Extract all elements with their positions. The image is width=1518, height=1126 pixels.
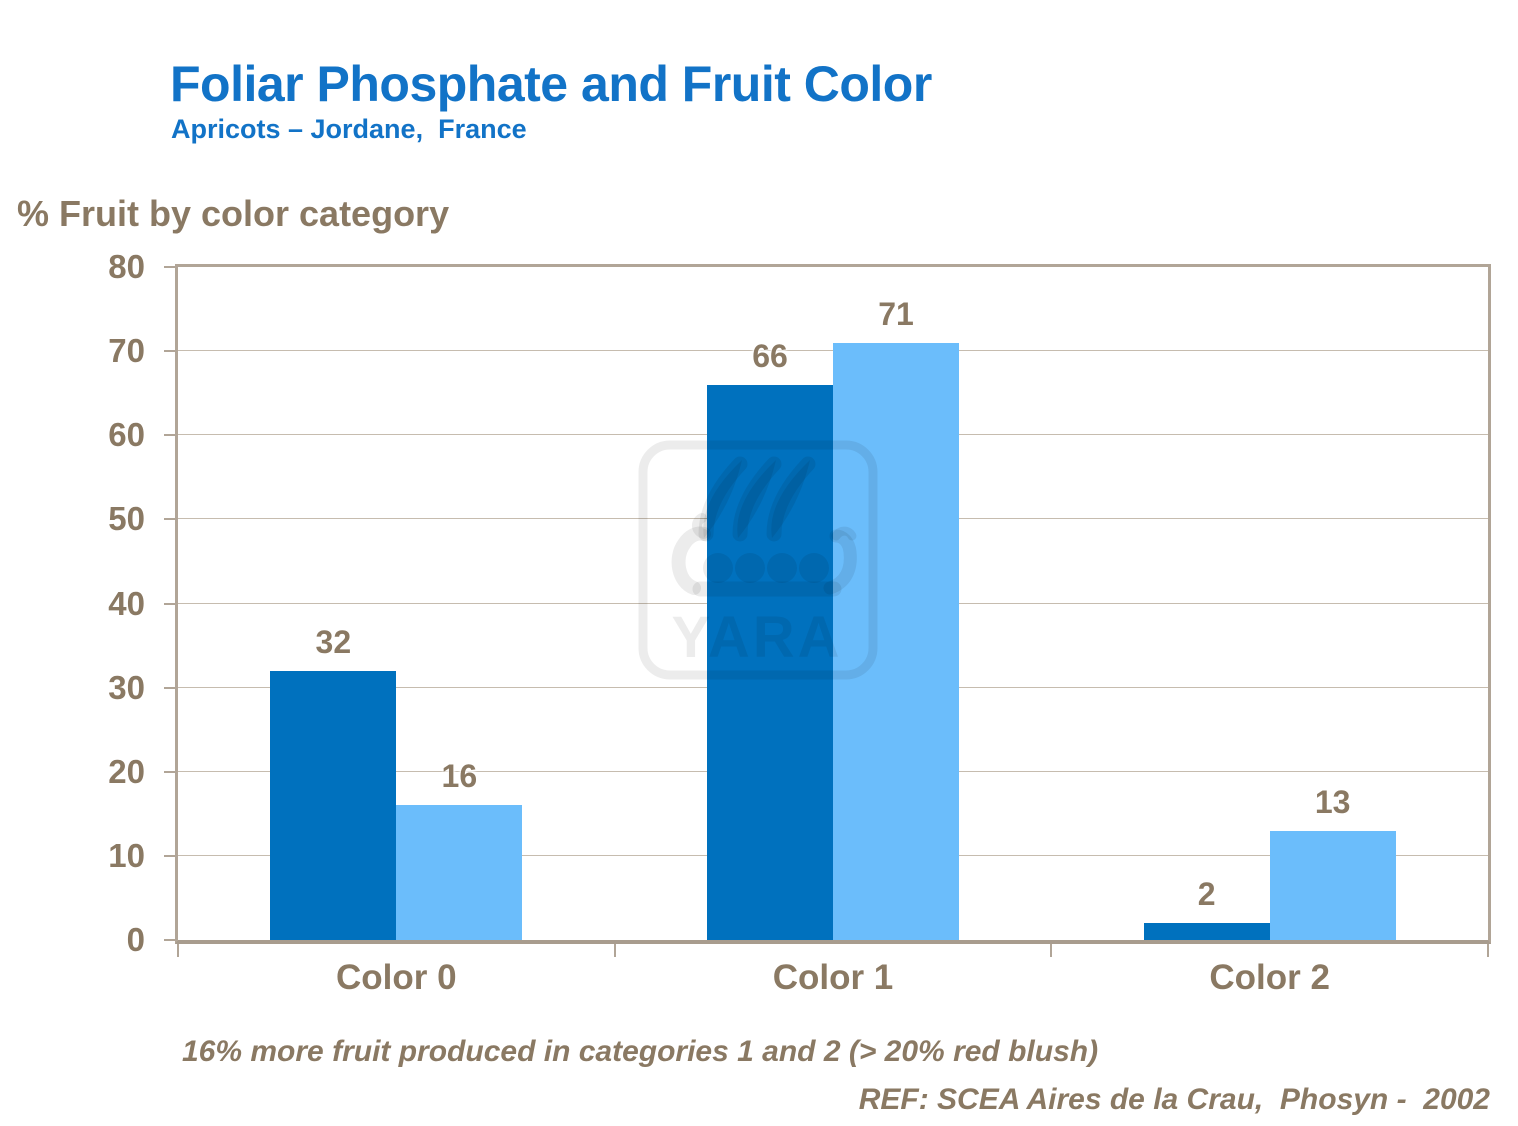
x-tick-mark-0: [177, 944, 179, 957]
y-tick-label-0: 0: [126, 921, 145, 958]
footnote-text: 16% more fruit produced in categories 1 …: [182, 1035, 1099, 1068]
bar-chart-plot-area: 32 16 66 71 2 13: [175, 264, 1491, 944]
bar-color-0-light-blue-bars: [396, 805, 523, 940]
bar-color-0-dark-blue-bars: [270, 670, 397, 940]
bar-color-1-dark-blue-bars: [707, 384, 833, 940]
x-axis-label-color-0: Color 0: [336, 958, 457, 997]
y-tick-mark-60: [164, 434, 178, 437]
slide-subtitle: Apricots – Jordane, France: [171, 114, 527, 144]
value-label-color-1-dark-blue-bars: 66: [752, 337, 788, 374]
y-axis-title: % Fruit by color category: [17, 193, 450, 234]
y-tick-label-70: 70: [108, 332, 145, 370]
bar-color-2-light-blue-bars: [1269, 830, 1396, 940]
value-label-color-0-dark-blue-bars: 32: [315, 623, 352, 660]
bar-color-2-dark-blue-bars: [1143, 923, 1270, 940]
y-tick-mark-10: [164, 854, 178, 857]
y-tick-label-60: 60: [108, 416, 145, 454]
value-label-color-2-dark-blue-bars: 2: [1197, 876, 1216, 913]
y-tick-mark-20: [164, 770, 178, 773]
x-tick-mark-2: [1050, 944, 1053, 957]
y-tick-label-20: 20: [108, 752, 145, 790]
value-label-color-1-light-blue-bars: 71: [878, 295, 914, 332]
y-tick-label-50: 50: [108, 500, 145, 538]
y-tick-label-40: 40: [108, 584, 145, 622]
slide-title: Foliar Phosphate and Fruit Color: [170, 56, 932, 112]
x-axis-label-color-2: Color 2: [1209, 958, 1330, 997]
y-tick-mark-50: [164, 518, 178, 521]
y-tick-mark-0: [164, 939, 178, 941]
x-tick-mark-3: [1487, 944, 1489, 957]
value-label-color-2-light-blue-bars: 13: [1314, 783, 1351, 820]
reference-text: REF: SCEA Aires de la Crau, Phosyn - 200…: [858, 1083, 1490, 1116]
y-tick-label-30: 30: [108, 668, 145, 706]
bar-color-1-light-blue-bars: [833, 342, 959, 940]
y-tick-mark-70: [164, 350, 178, 353]
y-tick-mark-30: [164, 686, 178, 689]
x-axis-label-color-1: Color 1: [772, 958, 894, 997]
y-tick-label-10: 10: [108, 836, 145, 874]
value-label-color-0-light-blue-bars: 16: [441, 758, 478, 795]
y-tick-mark-80: [164, 266, 178, 268]
y-tick-label-80: 80: [108, 248, 145, 285]
x-tick-mark-1: [613, 944, 616, 957]
y-tick-mark-40: [164, 602, 178, 605]
